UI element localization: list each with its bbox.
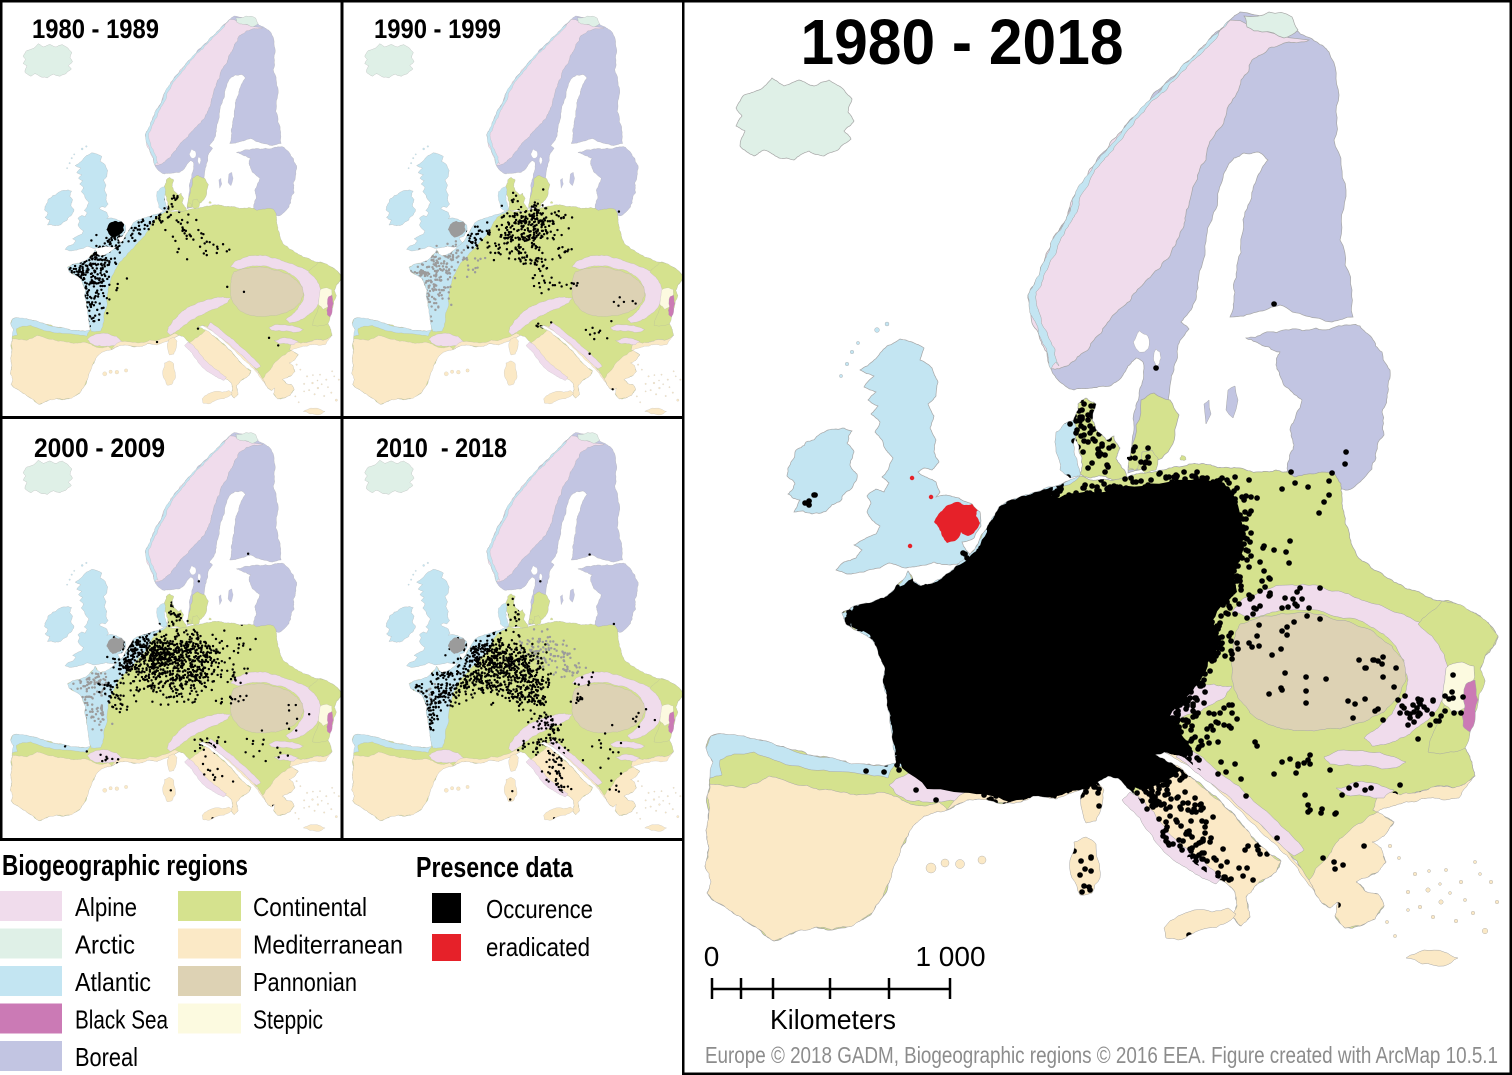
svg-text:1980 - 1989: 1980 - 1989 xyxy=(32,14,159,44)
svg-text:Europe © 2018 GADM, Biogeograp: Europe © 2018 GADM, Biogeographic region… xyxy=(705,1042,1498,1068)
svg-text:Steppic: Steppic xyxy=(253,1005,323,1035)
svg-text:Occurence: Occurence xyxy=(486,894,593,924)
svg-text:1 000: 1 000 xyxy=(915,941,985,972)
svg-text:Pannonian: Pannonian xyxy=(253,967,357,997)
svg-text:Kilometers: Kilometers xyxy=(770,1004,896,1035)
svg-text:Biogeographic regions: Biogeographic regions xyxy=(2,850,248,882)
svg-text:Atlantic: Atlantic xyxy=(75,967,151,997)
svg-text:Mediterranean: Mediterranean xyxy=(253,930,403,960)
svg-text:Continental: Continental xyxy=(253,892,367,922)
svg-text:Arctic: Arctic xyxy=(75,930,135,960)
svg-text:Presence data: Presence data xyxy=(416,852,574,884)
svg-text:eradicated: eradicated xyxy=(486,932,590,962)
svg-text:2000 - 2009: 2000 - 2009 xyxy=(34,433,165,463)
svg-text:1990 - 1999: 1990 - 1999 xyxy=(374,14,501,44)
svg-text:1980 - 2018: 1980 - 2018 xyxy=(801,6,1124,78)
svg-text:Black Sea: Black Sea xyxy=(75,1005,168,1035)
svg-text:Alpine: Alpine xyxy=(75,892,137,922)
svg-text:Boreal: Boreal xyxy=(75,1042,138,1072)
svg-text:2010 - 2018: 2010 - 2018 xyxy=(376,433,507,463)
svg-text:0: 0 xyxy=(704,941,720,972)
